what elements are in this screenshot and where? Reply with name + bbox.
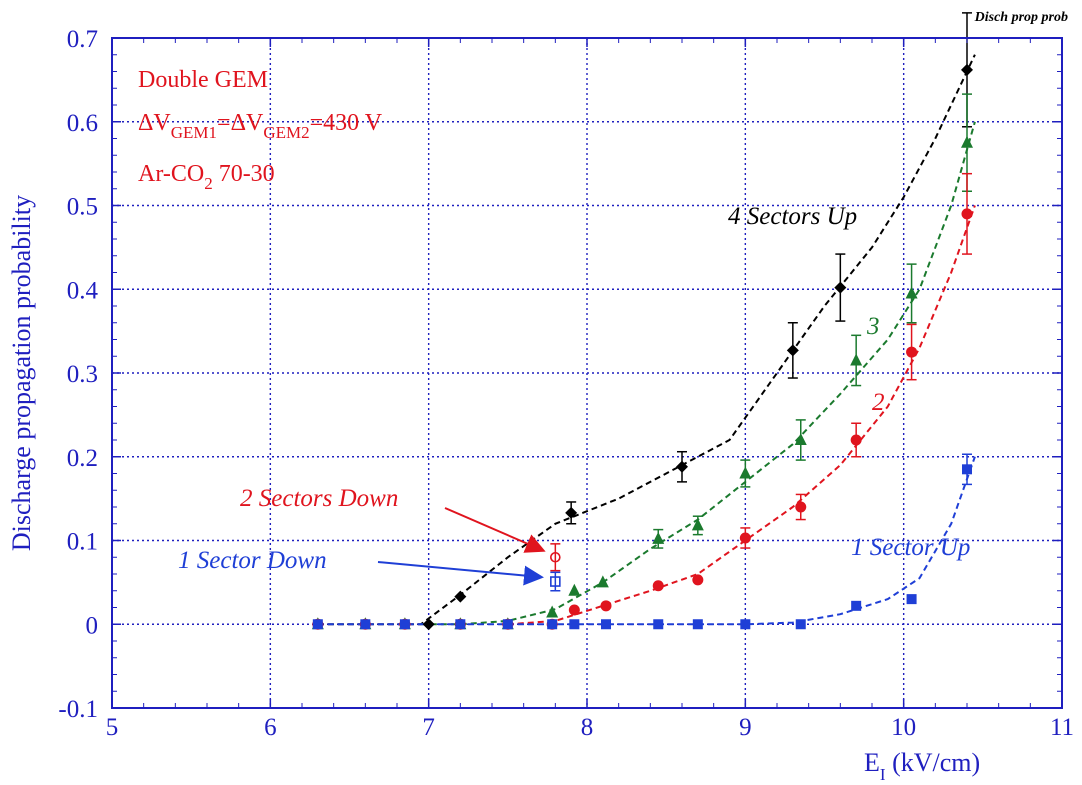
point-series-2 xyxy=(850,434,862,446)
point-series-0 xyxy=(676,460,688,473)
annotation-double-gem: Double GEM xyxy=(138,67,268,93)
x-tick-label: 8 xyxy=(581,714,594,741)
corner-tag: Disch prop prob xyxy=(974,10,1068,25)
point-series-1 xyxy=(905,286,918,299)
x-tick-label: 10 xyxy=(891,714,916,741)
point-series-0 xyxy=(786,344,799,357)
point-series-3 xyxy=(502,619,513,630)
label-2-sectors-down: 2 Sectors Down xyxy=(240,485,398,512)
sectors-down-points xyxy=(550,543,561,592)
point-series-0 xyxy=(422,618,435,631)
point-series-3 xyxy=(547,619,558,630)
error-bars xyxy=(566,12,972,549)
x-tick-label: 9 xyxy=(739,714,752,741)
x-tick-label: 5 xyxy=(106,714,119,741)
x-tick-label: 6 xyxy=(264,714,277,741)
point-series-3 xyxy=(692,619,703,630)
point-series-1 xyxy=(794,433,807,445)
y-tick-label: 0 xyxy=(86,612,99,639)
x-tick-label: 11 xyxy=(1050,714,1074,741)
label-1-sector-down: 1 Sector Down xyxy=(178,547,327,574)
down-point-1 xyxy=(550,576,561,587)
point-series-1 xyxy=(546,605,559,618)
point-series-0 xyxy=(961,63,973,76)
point-series-3 xyxy=(360,619,371,630)
fit-curve-series-0 xyxy=(317,54,976,626)
point-series-3 xyxy=(740,619,751,630)
point-series-0 xyxy=(834,281,847,294)
y-tick-label: 0.7 xyxy=(67,26,98,53)
axis-ticks: 5 6 7 8 9 10 11 -0.1 0 0.1 0.2 0.3 0.4 0.5 0.6 0.7 xyxy=(58,26,1074,741)
point-series-1 xyxy=(568,583,581,596)
label-3-sectors: 3 xyxy=(866,313,880,340)
point-series-3 xyxy=(312,619,323,630)
point-series-1 xyxy=(850,353,863,366)
data-markers xyxy=(311,63,973,631)
point-series-3 xyxy=(399,619,410,630)
point-series-1 xyxy=(652,531,665,544)
y-tick-label: 0.2 xyxy=(67,445,98,472)
point-series-3 xyxy=(653,619,664,630)
point-series-2 xyxy=(961,208,973,220)
y-tick-label: 0.1 xyxy=(67,529,98,556)
point-series-2 xyxy=(739,532,751,544)
label-2-sectors: 2 xyxy=(872,389,885,416)
point-series-2 xyxy=(600,600,612,612)
point-series-2 xyxy=(906,346,918,358)
label-4-sectors-up: 4 Sectors Up xyxy=(728,203,857,230)
fit-curve-series-3 xyxy=(317,456,976,626)
experiment-annotation: Double GEM ΔVGEM1=ΔVGEM2=430 V Ar-CO2 70… xyxy=(138,67,383,193)
y-axis-title: Discharge propagation probability xyxy=(7,195,36,551)
fit-curve-series-2 xyxy=(507,205,976,626)
y-tick-label: 0.3 xyxy=(67,361,98,388)
point-series-3 xyxy=(455,619,466,630)
point-series-2 xyxy=(652,580,664,592)
point-series-2 xyxy=(795,501,807,513)
grid-lines xyxy=(112,38,1062,708)
y-tick-label: 0.6 xyxy=(67,110,98,137)
point-series-1 xyxy=(961,135,973,148)
point-series-3 xyxy=(601,619,611,630)
y-tick-label: 0.5 xyxy=(67,194,98,221)
point-series-1 xyxy=(596,575,609,588)
point-series-1 xyxy=(691,518,704,531)
point-series-3 xyxy=(851,600,862,611)
x-tick-label: 7 xyxy=(422,714,435,741)
label-1-sector-up: 1 Sector Up xyxy=(851,534,970,561)
point-series-0 xyxy=(565,506,578,519)
point-series-3 xyxy=(569,619,580,630)
arrow-2-sectors-down xyxy=(444,507,546,553)
point-series-0 xyxy=(454,590,467,603)
point-series-2 xyxy=(692,574,704,586)
point-series-3 xyxy=(962,464,972,475)
annotation-gas: Ar-CO2 70-30 xyxy=(138,161,275,193)
y-tick-label: -0.1 xyxy=(58,696,98,723)
down-point-0 xyxy=(550,551,561,563)
point-series-3 xyxy=(906,594,917,605)
fit-curves xyxy=(317,54,976,626)
y-tick-label: 0.4 xyxy=(67,277,99,304)
point-series-3 xyxy=(795,619,806,630)
point-series-2 xyxy=(568,604,580,616)
arrow-1-sector-down xyxy=(377,561,544,586)
x-axis-title: EI (kV/cm) xyxy=(864,748,980,784)
annotation-voltage: ΔVGEM1=ΔVGEM2=430 V xyxy=(138,110,383,142)
fit-curve-series-1 xyxy=(420,121,976,626)
point-series-1 xyxy=(739,466,752,479)
